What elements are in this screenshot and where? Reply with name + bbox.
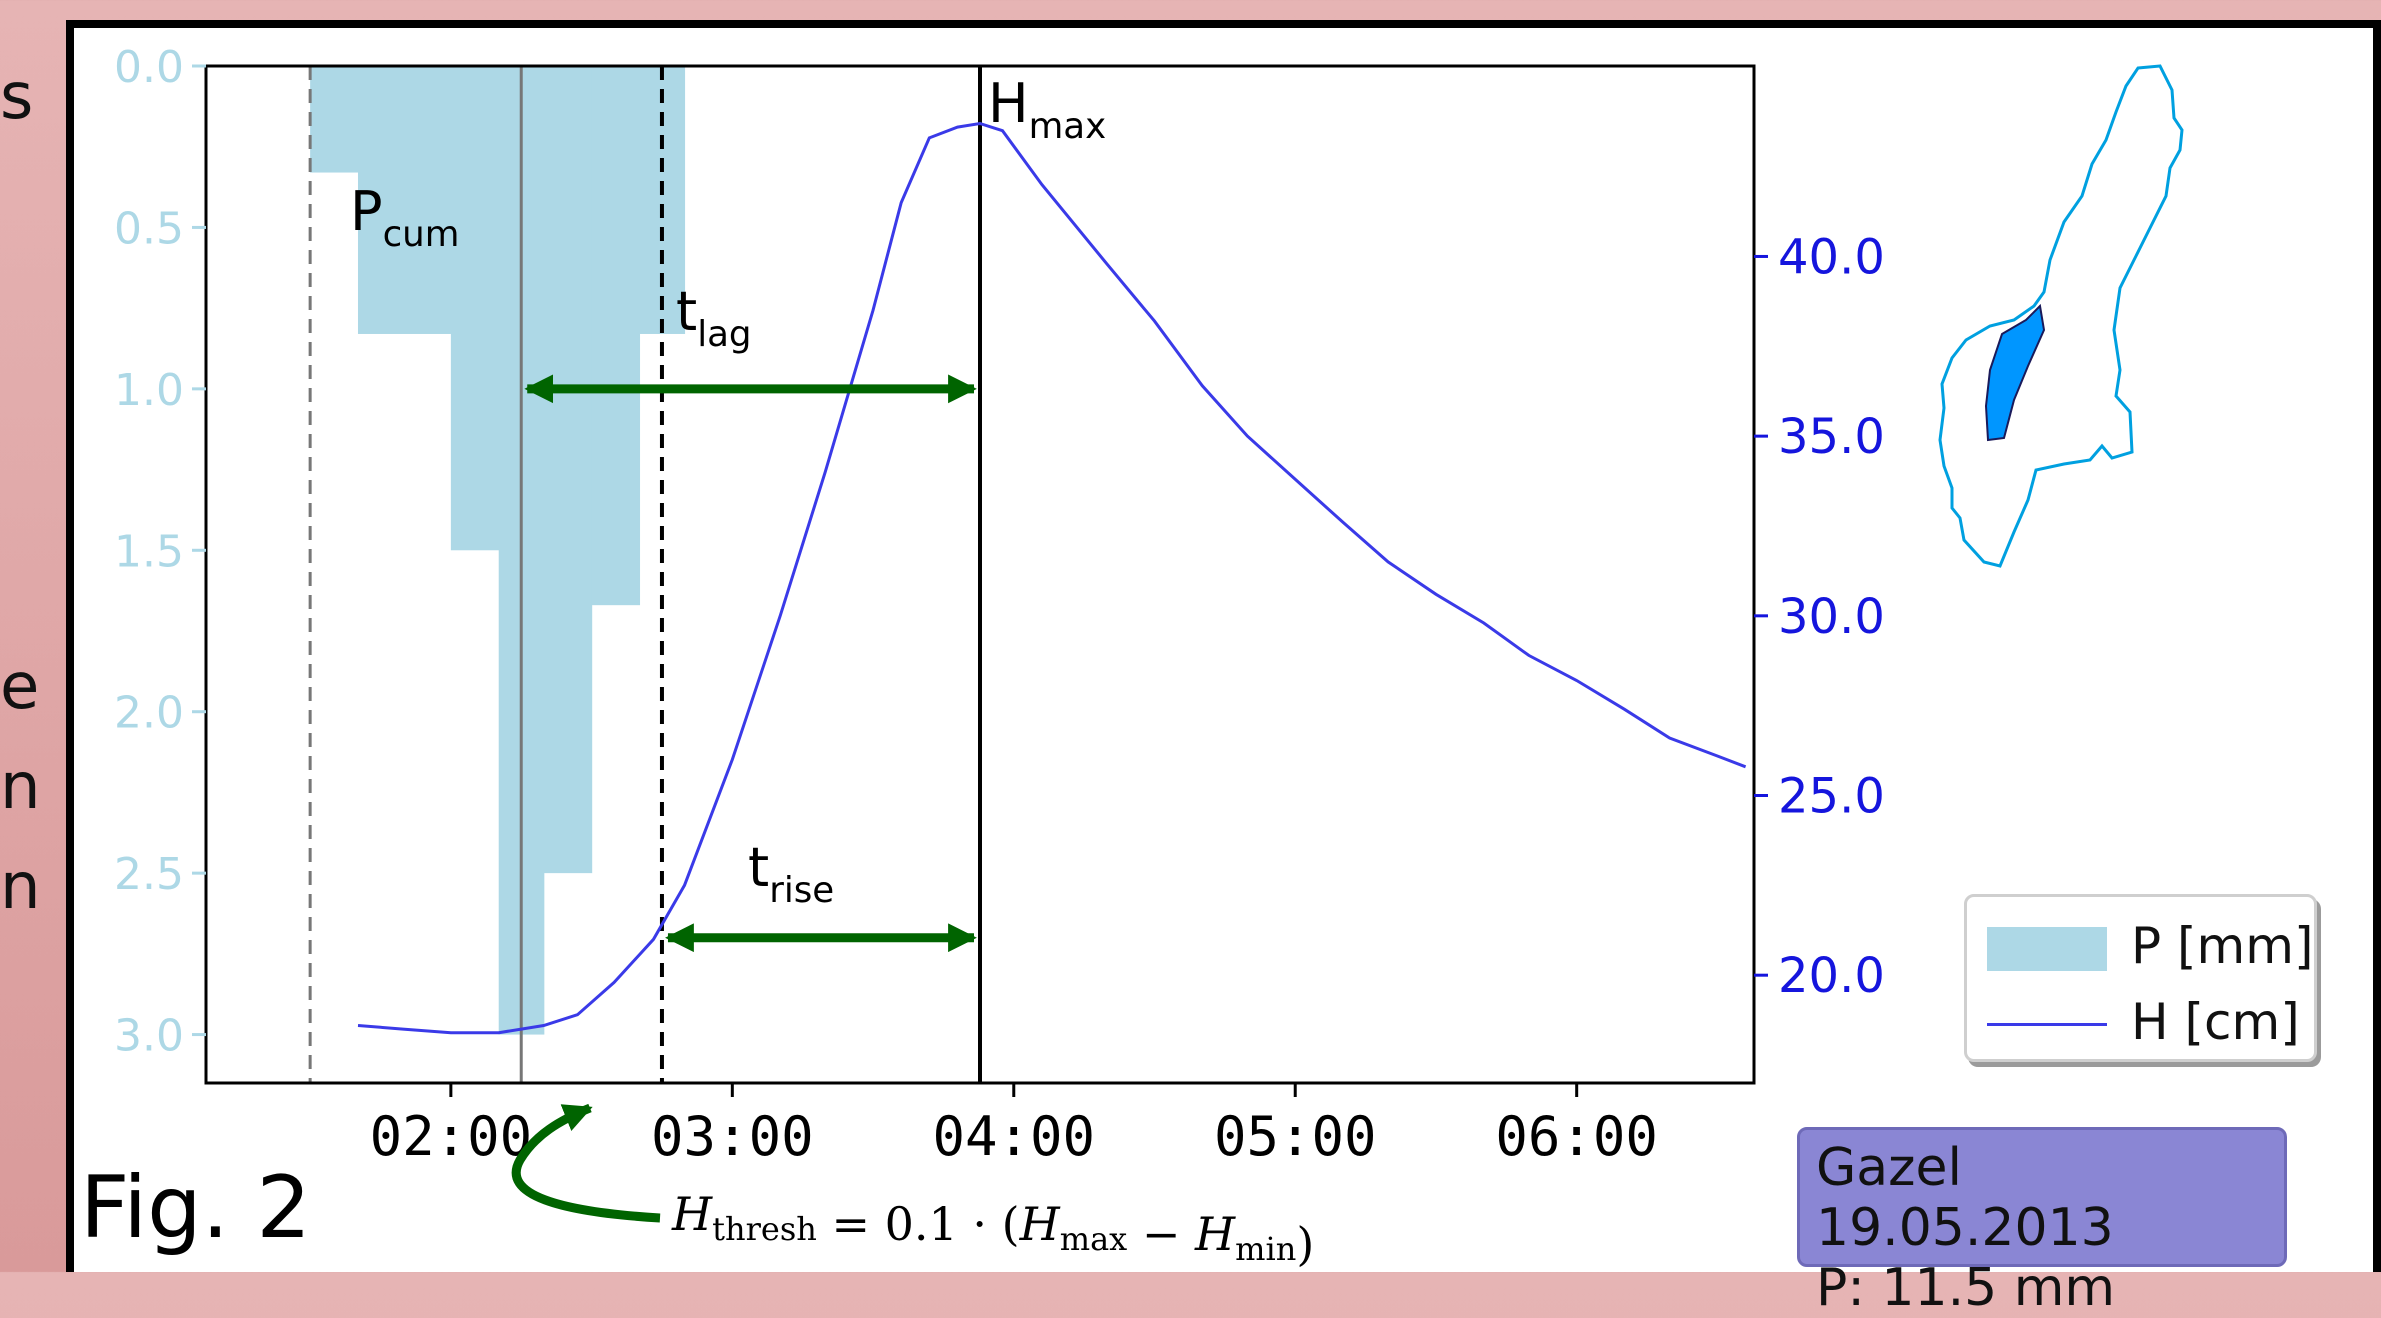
y-left-tick-label: 1.0 xyxy=(114,365,184,416)
x-tick-label: 02:00 xyxy=(370,1105,533,1168)
annotation-p-cum: Pcum xyxy=(350,180,459,255)
catchment-subbasin xyxy=(1984,303,2046,442)
figure-label: Fig. 2 xyxy=(80,1158,312,1258)
y-left-tick-label: 0.5 xyxy=(114,203,184,254)
legend-swatch-precip xyxy=(1987,927,2107,971)
legend-line-stage xyxy=(1987,1023,2107,1026)
y-left-tick-label: 0.0 xyxy=(114,42,184,93)
y-right-tick-label: 35.0 xyxy=(1778,409,1885,465)
y-right-tick-label: 40.0 xyxy=(1778,229,1885,285)
x-tick-label: 05:00 xyxy=(1214,1105,1377,1168)
plot-frame xyxy=(204,64,1756,1085)
annotation-t-lag: tlag xyxy=(676,280,752,355)
y-left-tick-label: 2.0 xyxy=(114,688,184,739)
annotation-h-max: Hmax xyxy=(988,72,1106,147)
threshold-pointer-arrow xyxy=(511,1103,661,1223)
stage-line xyxy=(357,121,1747,1035)
event-precip-total: P: 11.5 mm xyxy=(1816,1258,2116,1318)
precip-bar xyxy=(543,66,593,874)
annotation-t-rise: trise xyxy=(748,836,834,911)
y-right-tick-label: 25.0 xyxy=(1778,769,1885,825)
legend-label-stage: H [cm] xyxy=(2131,993,2300,1051)
y-right-tick-label: 30.0 xyxy=(1778,589,1885,645)
y-left-tick-label: 3.0 xyxy=(114,1011,184,1062)
x-tick-label: 03:00 xyxy=(651,1105,814,1168)
precip-bar xyxy=(357,66,452,334)
x-tick-label: 06:00 xyxy=(1495,1105,1658,1168)
event-info-box: Gazel 19.05.2013 P: 11.5 mm xyxy=(1797,1127,2287,1318)
y-left-tick-label: 1.5 xyxy=(114,526,184,577)
precip-bar xyxy=(450,66,500,551)
threshold-formula: Hthresh = 0.1 · (Hmax − Hmin) xyxy=(671,1187,1314,1271)
precip-bar xyxy=(591,66,641,606)
y-left-tick-label: 2.5 xyxy=(114,849,184,900)
event-name: Gazel 19.05.2013 xyxy=(1816,1138,2114,1258)
catchment-outline xyxy=(1938,64,2184,568)
x-tick-label: 04:00 xyxy=(932,1105,1095,1168)
legend-entry-stage: H [cm] xyxy=(1967,985,2314,1055)
side-fragment: n xyxy=(0,750,41,824)
precip-bar xyxy=(639,66,686,334)
side-fragment: n xyxy=(0,850,41,924)
chart-legend: P [mm] H [cm] xyxy=(1964,894,2317,1062)
y-right-tick-label: 20.0 xyxy=(1778,948,1885,1004)
hydrograph-chart: 0.0 0.5 1.0 1.5 2.0 2.5 3.0 20.0 25.0 30.0 35.0 40.… xyxy=(114,42,2184,1271)
side-fragment: s xyxy=(0,60,34,134)
side-fragment: e xyxy=(0,650,40,724)
legend-label-precip: P [mm] xyxy=(2131,917,2314,975)
precip-bar xyxy=(310,66,359,173)
legend-entry-precip: P [mm] xyxy=(1967,909,2314,979)
